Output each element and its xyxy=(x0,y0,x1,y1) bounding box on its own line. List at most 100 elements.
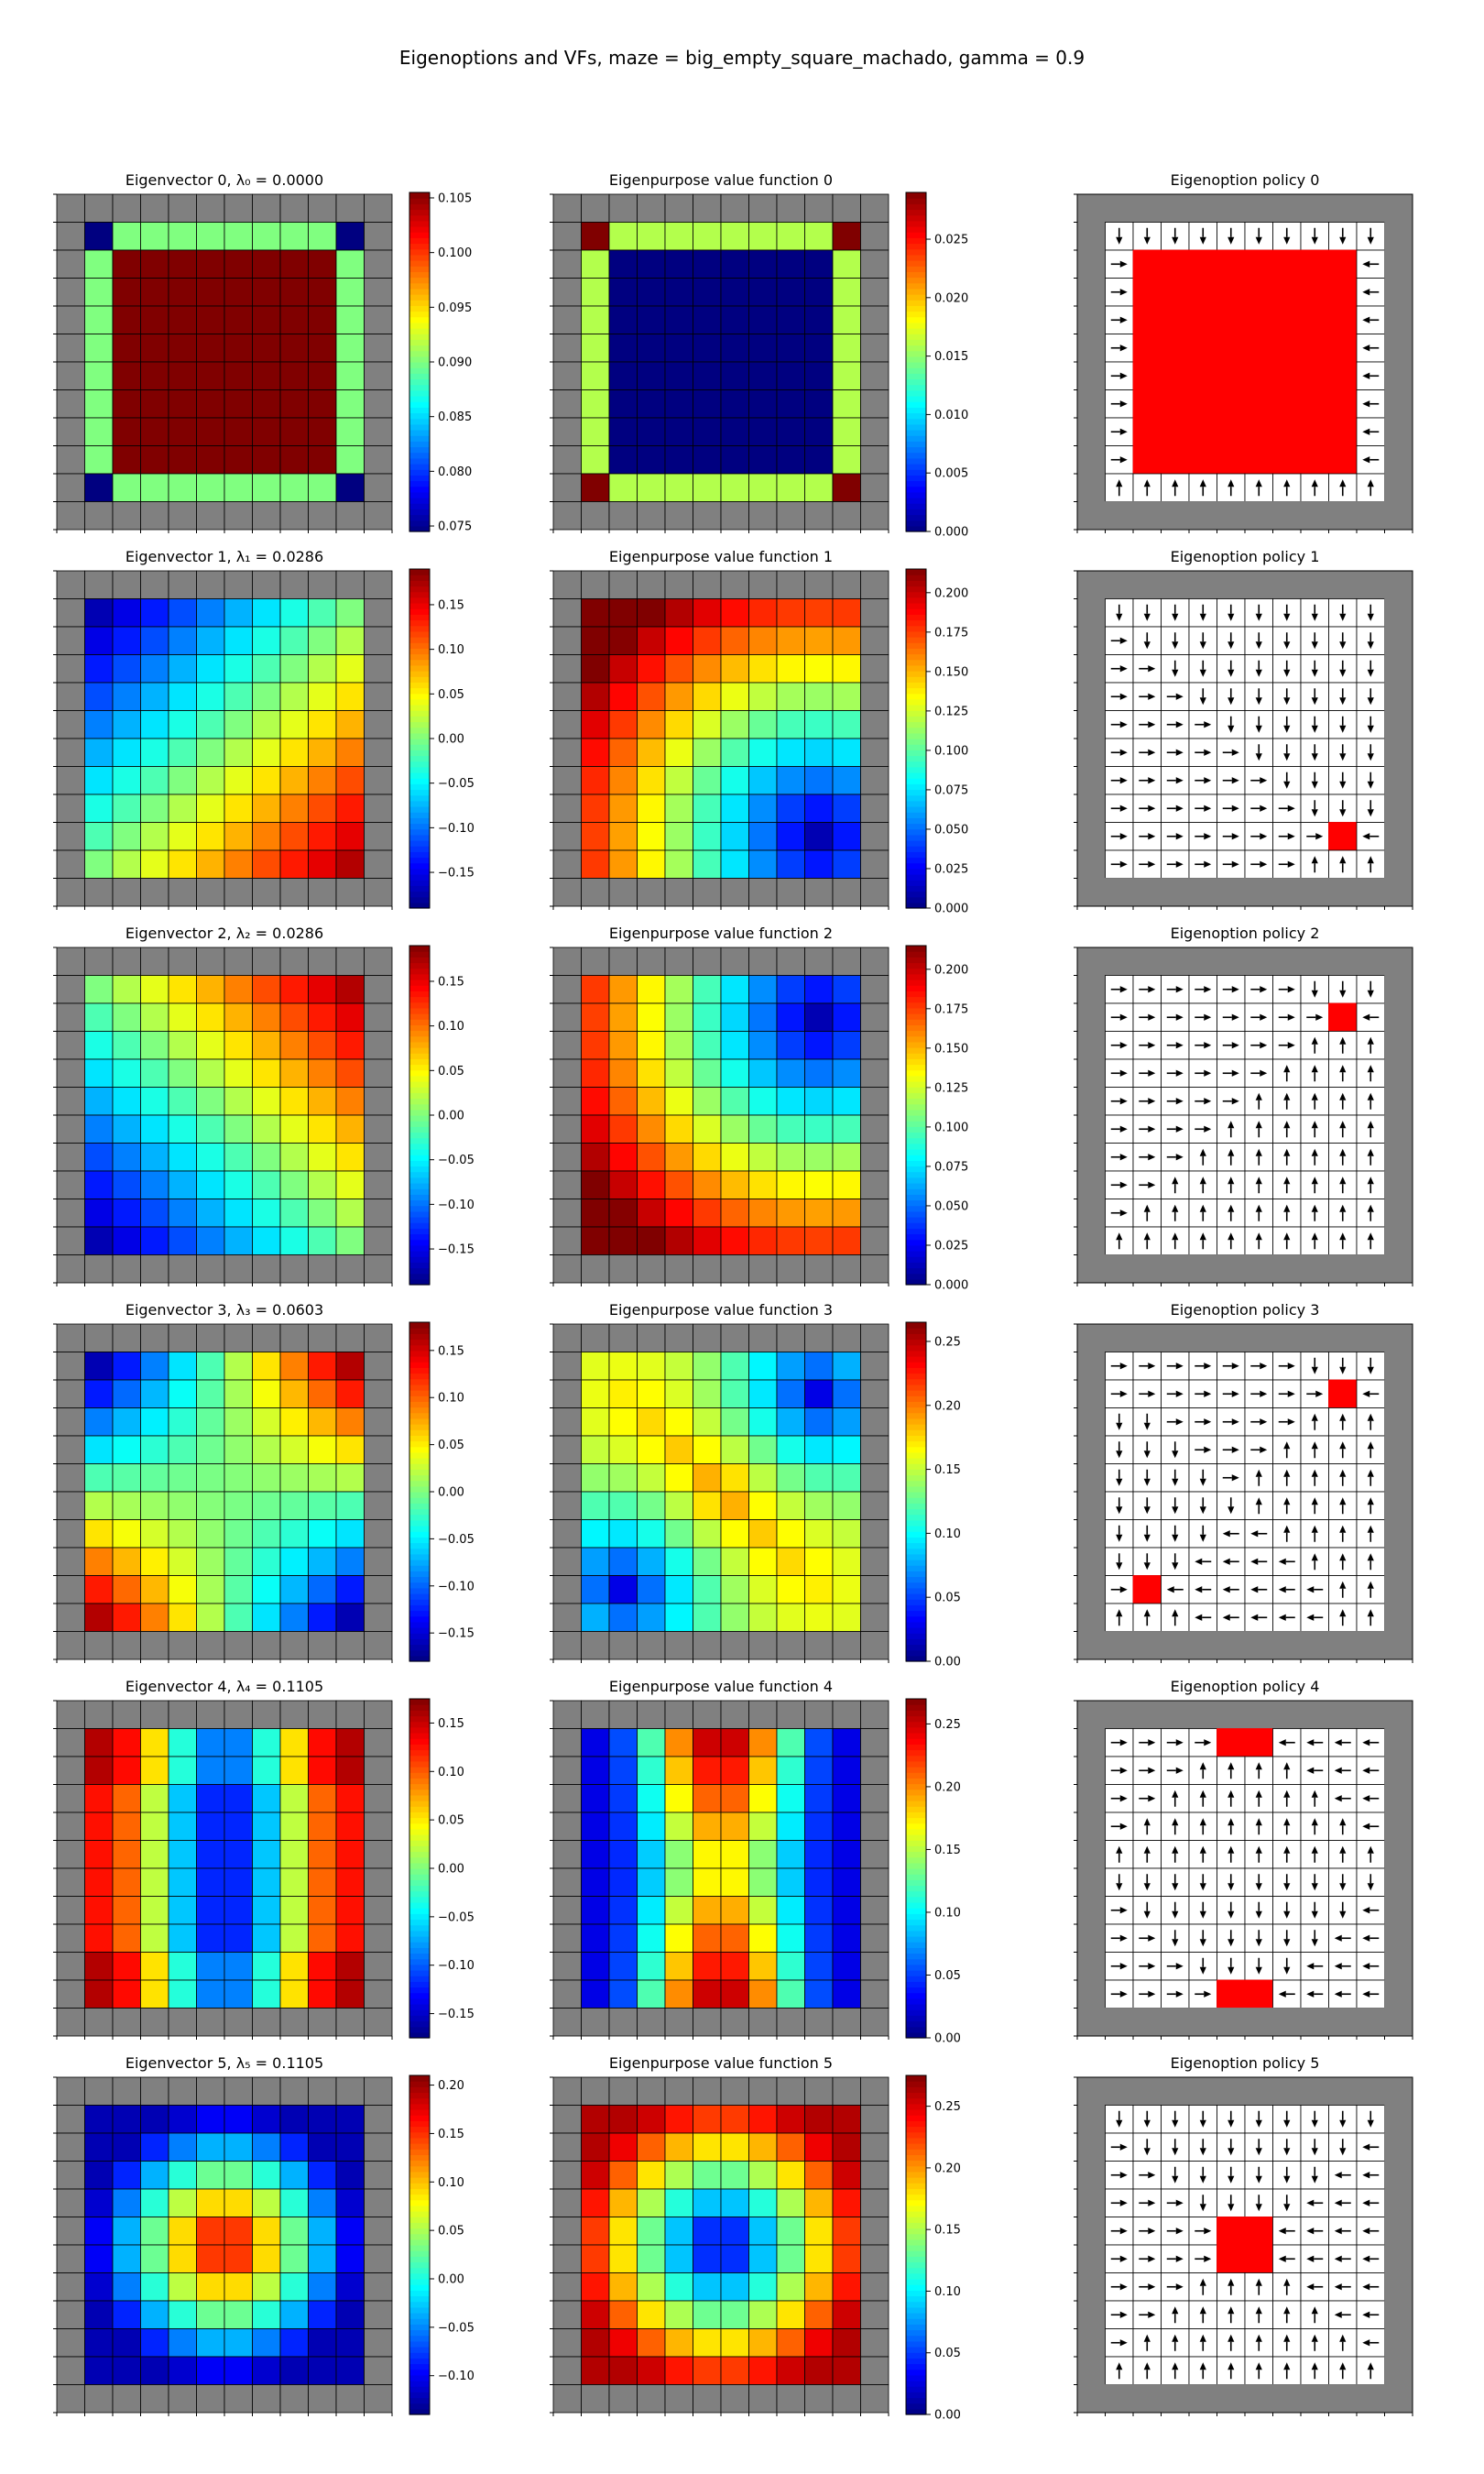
wall-cell xyxy=(364,849,393,879)
wall-cell xyxy=(860,334,889,363)
wall-cell xyxy=(1161,1323,1190,1352)
wall-cell xyxy=(1076,654,1106,684)
heatmap-cell xyxy=(335,2105,365,2134)
wall-cell xyxy=(1384,1896,1413,1925)
wall-cell xyxy=(552,1407,582,1437)
colorbar-segment xyxy=(409,1930,430,1937)
heatmap-cell xyxy=(196,389,225,419)
wall-cell xyxy=(364,1575,393,1604)
heatmap-cell xyxy=(112,1603,141,1632)
heatmap-cell xyxy=(720,361,749,390)
colorbar-segment xyxy=(409,1362,430,1368)
wall-cell xyxy=(1105,2076,1134,2106)
heatmap-cell xyxy=(335,1463,365,1493)
policy-arrow-head xyxy=(1283,1818,1291,1826)
heatmap-cell xyxy=(168,417,197,446)
policy-arrow-head xyxy=(1172,1232,1179,1241)
policy-arrow-head xyxy=(1362,833,1370,840)
wall-cell xyxy=(1161,878,1190,907)
policy-arrow-head xyxy=(1204,1739,1212,1746)
policy-arrow-head xyxy=(1283,1148,1291,1156)
colorbar-segment xyxy=(906,441,926,448)
heatmap-cell xyxy=(581,1002,610,1032)
heatmap-cell xyxy=(608,1547,638,1576)
colorbar-frame xyxy=(905,2074,927,2415)
colorbar-tick-label: 0.125 xyxy=(934,705,968,718)
wall-cell xyxy=(860,2105,889,2134)
colorbar-segment xyxy=(906,2392,926,2399)
colorbar-tick-label: −0.10 xyxy=(438,1580,475,1593)
heatmap-cell xyxy=(224,2244,253,2273)
colorbar-segment xyxy=(409,1834,430,1841)
wall-cell xyxy=(364,2161,393,2190)
colorbar-segment xyxy=(409,446,430,454)
heatmap-cell xyxy=(196,626,225,655)
heatmap-cell xyxy=(140,1756,169,1785)
policy-arrow-head xyxy=(1283,1121,1291,1129)
wall-cell xyxy=(56,1463,85,1493)
policy-arrow-head xyxy=(1255,1469,1262,1477)
policy-arrow-head xyxy=(1204,1418,1212,1426)
colorbar-segment xyxy=(906,727,926,734)
heatmap-cell xyxy=(168,2356,197,2385)
policy-arrow-head xyxy=(1175,721,1184,728)
terminal-cell xyxy=(1217,249,1246,279)
wall-cell xyxy=(196,1254,225,1284)
colorbar-segment xyxy=(906,1024,926,1032)
colorbar-segment xyxy=(906,1412,926,1419)
heatmap-cell xyxy=(748,626,778,655)
heatmap-cell xyxy=(608,654,638,684)
heatmap-cell xyxy=(335,682,365,711)
colorbar-segment xyxy=(906,1856,926,1864)
wall-cell xyxy=(1356,1254,1385,1284)
colorbar-segment xyxy=(906,828,926,836)
wall-cell xyxy=(1076,1547,1106,1576)
policy-arrow-head xyxy=(1260,833,1268,840)
heatmap-cell xyxy=(224,1575,253,1604)
policy-arrow-head xyxy=(1311,2119,1318,2128)
policy-arrow-head xyxy=(1278,1614,1286,1621)
heatmap-cell xyxy=(581,1756,610,1785)
heatmap-cell xyxy=(832,682,861,711)
policy-arrow-head xyxy=(1148,1795,1156,1802)
heatmap-cell xyxy=(196,1226,225,1255)
colorbar-segment xyxy=(906,2131,926,2139)
colorbar-segment xyxy=(906,2250,926,2257)
wall-cell xyxy=(1076,1728,1106,1757)
heatmap-cell xyxy=(748,1756,778,1785)
wall-cell xyxy=(637,947,666,976)
colorbar-segment xyxy=(409,1840,430,1846)
colorbar-segment xyxy=(906,2301,926,2308)
policy-arrow-head xyxy=(1172,1818,1179,1826)
wall-cell xyxy=(552,1087,582,1116)
colorbar-segment xyxy=(906,520,926,527)
policy-arrow-head xyxy=(1311,1036,1318,1045)
heatmap-cell xyxy=(664,654,693,684)
colorbar-segment xyxy=(906,806,926,813)
policy-arrow-head xyxy=(1255,1883,1262,1891)
wall-cell xyxy=(1384,1087,1413,1116)
colorbar-segment xyxy=(906,2306,926,2314)
policy-arrow-head xyxy=(1283,1883,1291,1891)
terminal-cell xyxy=(1328,1379,1358,1408)
wall-cell xyxy=(112,570,141,599)
heatmap-cell xyxy=(140,1491,169,1520)
policy-title: Eigenoption policy 3 xyxy=(1171,1301,1320,1319)
policy-arrow-head xyxy=(1287,1418,1295,1426)
colorbar-segment xyxy=(409,2081,430,2087)
heatmap-cell xyxy=(308,2217,337,2246)
heatmap-cell xyxy=(664,1170,693,1199)
terminal-cell xyxy=(1328,445,1358,475)
colorbar-segment xyxy=(409,2408,430,2415)
heatmap-cell xyxy=(693,389,722,419)
heatmap-cell xyxy=(168,1867,197,1897)
heatmap-cell xyxy=(140,249,169,279)
wall-cell xyxy=(252,2076,281,2106)
heatmap-cell xyxy=(581,249,610,279)
colorbar-segment xyxy=(409,1278,430,1286)
wall-cell xyxy=(860,1575,889,1604)
colorbar-segment xyxy=(409,378,430,386)
wall-cell xyxy=(1300,2076,1329,2106)
policy-arrow-head xyxy=(1148,2255,1156,2262)
wall-cell xyxy=(279,570,309,599)
